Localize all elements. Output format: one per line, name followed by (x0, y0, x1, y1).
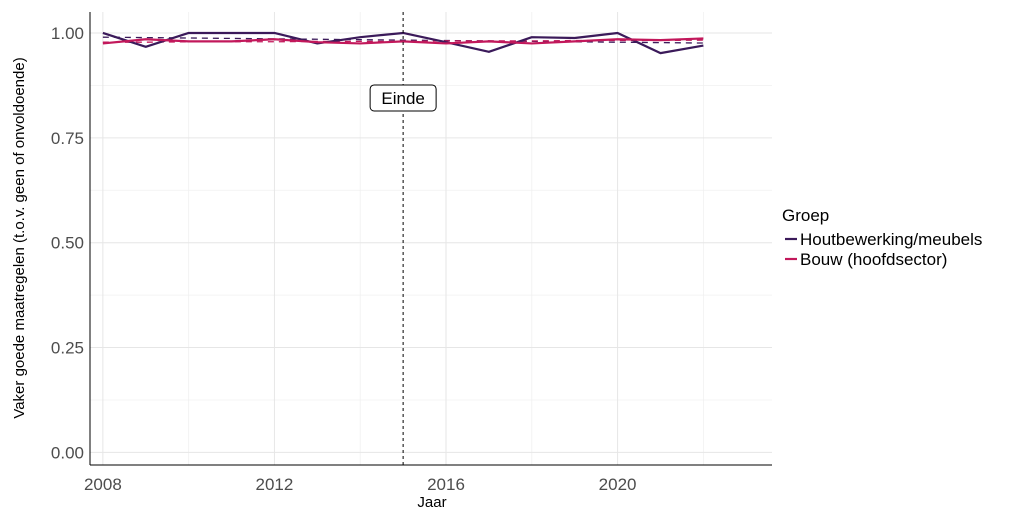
tick-labels: 2008 2012 2016 2020 0.00 0.25 0.50 0.75 1.00 (51, 24, 637, 494)
y-tick-label: 0.50 (51, 234, 84, 253)
legend-title: Groep (782, 206, 829, 225)
y-tick-label: 0.75 (51, 129, 84, 148)
x-axis-title: Jaar (417, 494, 446, 511)
annotation-box (369, 84, 437, 112)
x-tick-label: 2016 (427, 475, 465, 494)
annotations: Einde (369, 12, 437, 465)
legend-label: Bouw (hoofdsector) (800, 250, 947, 269)
grid (90, 12, 772, 465)
legend-label: Houtbewerking/meubels (800, 230, 982, 249)
x-tick-label: 2012 (256, 475, 294, 494)
trend-line (102, 36, 704, 44)
y-axis-title: Vaker goede maatregelen (t.o.v. geen of … (11, 57, 28, 418)
series-line (102, 37, 704, 45)
axes (89, 12, 772, 466)
x-tick-label: 2020 (599, 475, 637, 494)
annotation-label: Einde (381, 89, 424, 108)
y-tick-label: 1.00 (51, 24, 84, 43)
y-tick-label: 0.00 (51, 443, 84, 462)
y-tick-label: 0.25 (51, 339, 84, 358)
x-tick-label: 2008 (84, 475, 122, 494)
